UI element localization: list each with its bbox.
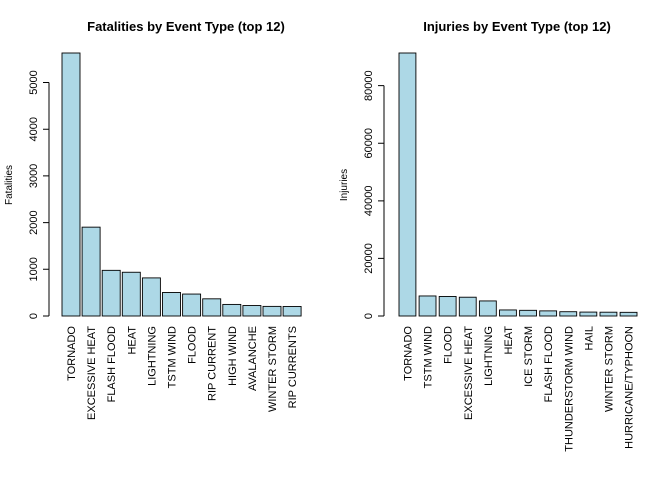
fatalities-y-tick-label: 5000	[28, 70, 40, 94]
fatalities-y-axis-label: Fatalities	[4, 165, 15, 205]
injuries-bar	[398, 52, 417, 317]
fatalities-chart-title: Fatalities by Event Type (top 12)	[87, 19, 285, 34]
fatalities-bar	[262, 305, 282, 317]
injuries-bar	[619, 311, 638, 317]
fatalities-category-label: TORNADO	[66, 326, 78, 381]
fatalities-bar	[121, 271, 141, 317]
fatalities-category-label: AVALANCHE	[247, 326, 259, 391]
fatalities-category-label: RIP CURRENTS	[287, 326, 299, 408]
injuries-bars	[398, 52, 638, 317]
injuries-category-label: HEAT	[503, 326, 515, 355]
injuries-category-label: EXCESSIVE HEAT	[463, 326, 475, 420]
injuries-bar	[499, 309, 517, 317]
fatalities-category-label: HEAT	[126, 326, 138, 355]
injuries-chart-title: Injuries by Event Type (top 12)	[423, 19, 611, 34]
injuries-y-tick-label: 40000	[363, 186, 375, 217]
fatalities-bar	[182, 293, 202, 317]
fatalities-category-label: FLASH FLOOD	[106, 326, 118, 402]
injuries-y-tick-label: 0	[363, 313, 375, 319]
fatalities-category-label: LIGHTNING	[146, 326, 158, 386]
injuries-category-label: TORNADO	[402, 326, 414, 381]
fatalities-y-ticks: 0 1000 2000 3000 4000 5000	[28, 70, 40, 319]
injuries-bar	[559, 311, 578, 317]
injuries-category-label: THUNDERSTORM WIND	[563, 326, 575, 452]
injuries-y-ticks: 0 20000 40000 60000 80000	[363, 70, 375, 319]
fatalities-category-label: TSTM WIND	[167, 326, 179, 388]
injuries-y-tick-label: 20000	[363, 243, 375, 274]
fatalities-category-label: FLOOD	[187, 326, 199, 364]
fatalities-category-label: RIP CURRENT	[207, 326, 219, 401]
injuries-category-label: FLASH FLOOD	[543, 326, 555, 402]
fatalities-bar	[81, 226, 101, 317]
injuries-y-tick-label: 60000	[363, 128, 375, 159]
fatalities-y-tick-label: 1000	[28, 257, 40, 281]
injuries-bar	[539, 310, 558, 317]
injuries-category-label: FLOOD	[443, 326, 455, 364]
injuries-y-tick-label: 80000	[363, 70, 375, 101]
fatalities-bar	[162, 292, 181, 317]
fatalities-y-axis	[43, 82, 50, 317]
injuries-bar	[478, 300, 497, 317]
injuries-bar	[418, 295, 437, 317]
fatalities-bar	[242, 305, 262, 317]
injuries-category-labels: TORNADO TSTM WIND FLOOD EXCESSIVE HEAT LIGHT…	[402, 326, 635, 452]
injuries-bar	[599, 311, 618, 317]
injuries-bar	[519, 309, 537, 317]
injuries-chart: Injuries by Event Type (top 12) Injuries…	[339, 19, 638, 452]
injuries-category-label: LIGHTNING	[483, 326, 495, 386]
fatalities-category-label: HIGH WIND	[227, 326, 239, 386]
fatalities-category-label: EXCESSIVE HEAT	[86, 326, 98, 420]
fatalities-category-labels: TORNADO EXCESSIVE HEAT FLASH FLOOD HEAT LIGH…	[66, 326, 299, 420]
injuries-category-label: HURRICANE/TYPHOON	[624, 326, 636, 449]
injuries-category-label: ICE STORM	[523, 326, 535, 387]
fatalities-y-tick-label: 2000	[28, 210, 40, 234]
fatalities-bar	[61, 52, 81, 317]
fatalities-chart: Fatalities by Event Type (top 12) Fatali…	[4, 19, 302, 420]
injuries-bar	[458, 296, 477, 317]
fatalities-bar	[202, 298, 222, 317]
fatalities-y-tick-label: 0	[28, 313, 40, 319]
fatalities-bar	[141, 277, 161, 317]
injuries-y-axis-label: Injuries	[339, 169, 350, 201]
injuries-bar	[579, 311, 598, 317]
fatalities-y-tick-label: 4000	[28, 117, 40, 141]
fatalities-bar	[222, 303, 242, 317]
injuries-category-label: HAIL	[583, 326, 595, 350]
injuries-category-label: WINTER STORM	[603, 326, 615, 412]
injuries-y-axis	[378, 85, 385, 317]
fatalities-bars	[61, 52, 302, 317]
fatalities-y-tick-label: 3000	[28, 164, 40, 188]
fatalities-bar	[282, 306, 302, 317]
fatalities-category-label: WINTER STORM	[267, 326, 279, 412]
fatalities-bar	[101, 269, 121, 317]
injuries-bar	[438, 296, 457, 317]
injuries-category-label: TSTM WIND	[423, 326, 435, 388]
